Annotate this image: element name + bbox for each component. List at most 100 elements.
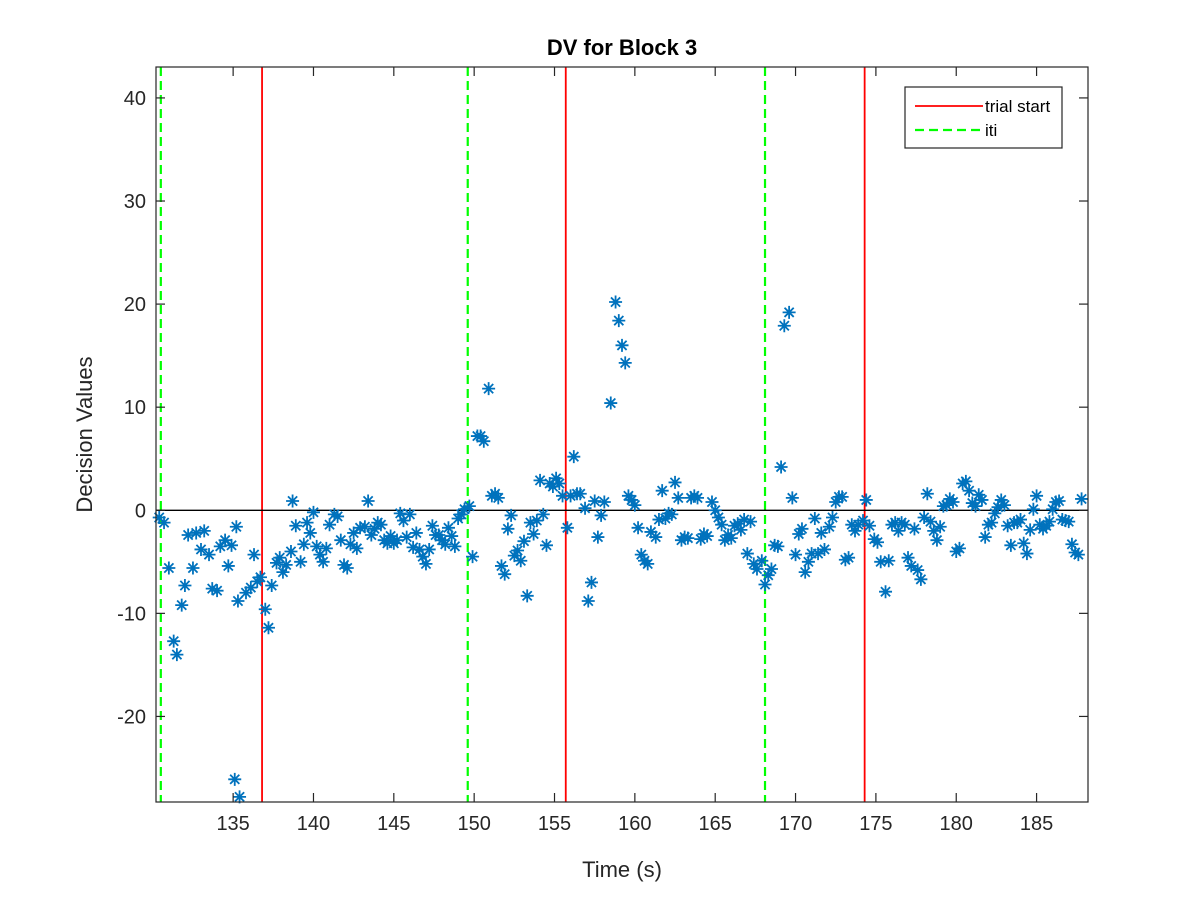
- data-point: [1030, 489, 1044, 503]
- data-point: [313, 548, 327, 562]
- plot-frame: [155, 66, 1089, 803]
- data-point: [842, 551, 856, 565]
- data-point: [564, 489, 578, 503]
- data-point: [731, 517, 745, 531]
- data-point: [904, 559, 918, 573]
- data-point: [189, 526, 203, 540]
- data-point: [1052, 494, 1066, 508]
- data-point: [1004, 538, 1018, 552]
- data-point: [708, 503, 722, 517]
- y-tick-label: 0: [135, 500, 146, 522]
- data-point: [276, 565, 290, 579]
- data-point: [448, 539, 462, 553]
- data-point: [441, 521, 455, 535]
- data-point: [678, 530, 692, 544]
- data-point: [178, 579, 192, 593]
- data-point: [546, 480, 560, 494]
- data-point: [364, 528, 378, 542]
- data-point: [560, 521, 574, 535]
- data-point: [1017, 536, 1031, 550]
- data-point: [927, 524, 941, 538]
- data-point: [808, 512, 822, 526]
- data-point: [482, 382, 496, 396]
- data-point: [1055, 513, 1069, 527]
- data-point: [286, 494, 300, 508]
- data-point: [368, 522, 382, 536]
- data-point: [817, 542, 831, 556]
- data-point: [829, 495, 843, 509]
- data-point: [358, 520, 372, 534]
- data-point: [777, 319, 791, 333]
- data-point: [279, 558, 293, 572]
- legend: trial start iti: [904, 86, 1063, 149]
- data-point: [350, 541, 364, 555]
- data-point: [303, 526, 317, 540]
- x-tick-label: 160: [618, 813, 651, 835]
- data-point: [911, 563, 925, 577]
- data-point: [225, 538, 239, 552]
- data-point: [458, 502, 472, 516]
- data-point: [527, 527, 541, 541]
- data-point: [801, 555, 815, 569]
- data-point: [615, 338, 629, 352]
- x-tick-label: 150: [457, 813, 490, 835]
- data-point: [991, 500, 1005, 514]
- data-point: [316, 555, 330, 569]
- data-point: [284, 545, 298, 559]
- data-point: [202, 548, 216, 562]
- reference-lines: [156, 67, 1088, 802]
- data-point: [870, 535, 884, 549]
- data-point: [962, 484, 976, 498]
- data-point: [658, 512, 672, 526]
- data-point: [1049, 495, 1063, 509]
- data-point: [826, 510, 840, 524]
- data-point: [597, 495, 611, 509]
- data-point: [213, 539, 227, 553]
- x-tick-label: 170: [779, 813, 812, 835]
- data-point: [835, 490, 849, 504]
- data-point: [578, 501, 592, 515]
- x-tick-label: 165: [699, 813, 732, 835]
- data-point: [782, 305, 796, 319]
- data-point: [384, 529, 398, 543]
- data-point: [740, 547, 754, 561]
- data-point: [1014, 513, 1028, 527]
- data-point: [175, 598, 189, 612]
- data-point: [162, 561, 176, 575]
- x-tick-label: 135: [216, 813, 249, 835]
- data-point: [882, 554, 896, 568]
- data-point: [194, 542, 208, 556]
- data-point: [539, 538, 553, 552]
- data-point: [1065, 537, 1079, 551]
- data-point: [334, 533, 348, 547]
- data-point: [536, 507, 550, 521]
- data-point: [609, 295, 623, 309]
- legend-label-iti: iti: [985, 121, 997, 140]
- legend-box: [904, 86, 1063, 149]
- data-point: [737, 513, 751, 527]
- data-point: [514, 554, 528, 568]
- data-point: [221, 559, 235, 573]
- data-point: [856, 514, 870, 528]
- data-point: [1001, 519, 1015, 533]
- data-point: [898, 518, 912, 532]
- data-point: [671, 491, 685, 505]
- data-point: [814, 526, 828, 540]
- data-point: [952, 541, 966, 555]
- data-point: [901, 551, 915, 565]
- data-point: [681, 531, 695, 545]
- data-point: [319, 541, 333, 555]
- data-point: [628, 498, 642, 512]
- data-point: [764, 562, 778, 576]
- data-point: [157, 516, 171, 530]
- data-point: [789, 548, 803, 562]
- data-point: [218, 533, 232, 547]
- data-point: [438, 537, 452, 551]
- data-point: [261, 621, 275, 635]
- data-point: [718, 533, 732, 547]
- data-point: [1071, 548, 1085, 562]
- data-point: [750, 562, 764, 576]
- data-point: [517, 534, 531, 548]
- data-point: [533, 473, 547, 487]
